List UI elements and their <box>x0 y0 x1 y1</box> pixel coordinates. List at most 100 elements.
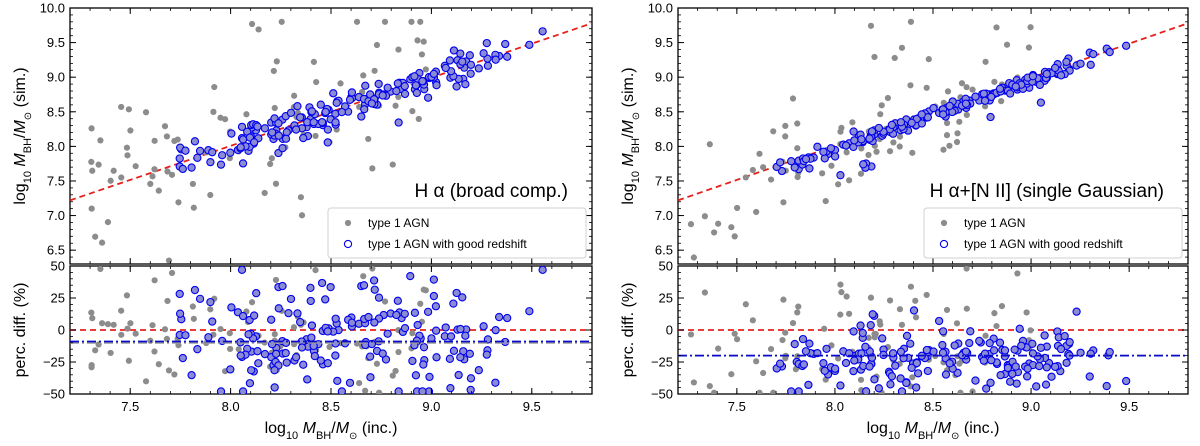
blue-diff-point <box>446 383 455 393</box>
grey-point <box>125 106 132 113</box>
grey-point <box>273 58 280 65</box>
blue-diff-point <box>912 358 921 368</box>
grey-diff-point <box>149 322 156 329</box>
blue-diff-point <box>446 332 456 341</box>
grey-diff-point <box>963 305 970 312</box>
blue-diff-point <box>441 323 450 332</box>
y-tick-label: 7.5 <box>47 173 65 188</box>
blue-point <box>296 113 305 122</box>
blue-diff-point <box>804 380 813 390</box>
blue-diff-point <box>1042 363 1051 372</box>
blue-diff-point <box>449 346 459 355</box>
blue-diff-point <box>359 281 369 290</box>
blue-diff-point <box>1011 362 1020 371</box>
legend-label-good-redshift: type 1 AGN with good redshift <box>964 237 1123 251</box>
blue-point <box>278 143 287 153</box>
blue-diff-point <box>406 271 415 281</box>
blue-point <box>865 134 874 143</box>
y-tick-label: 10.0 <box>648 1 673 16</box>
blue-point <box>374 79 383 89</box>
grey-diff-point <box>742 301 749 308</box>
grey-point <box>88 205 95 212</box>
blue-diff-point <box>326 282 335 292</box>
blue-point <box>361 81 370 90</box>
blue-diff-point <box>370 318 379 327</box>
blue-diff-point <box>856 321 865 330</box>
blue-diff-point <box>208 317 217 326</box>
grey-diff-point <box>795 303 802 310</box>
blue-diff-point <box>429 275 439 284</box>
grey-diff-point <box>835 355 842 362</box>
grey-point <box>963 84 970 91</box>
blue-diff-point <box>175 289 184 299</box>
blue-diff-point <box>907 363 916 372</box>
y-tick-label: 10.0 <box>40 1 65 16</box>
legend-marker-grey <box>940 219 948 227</box>
blue-diff-point <box>456 324 465 334</box>
grey-point <box>210 108 217 115</box>
grey-point <box>953 138 961 146</box>
grey-point <box>175 199 182 206</box>
blue-diff-point <box>254 359 263 368</box>
blue-point <box>1011 82 1020 91</box>
blue-point <box>321 107 330 117</box>
grey-diff-point <box>118 307 125 314</box>
y-tick-label: 0 <box>58 323 65 338</box>
blue-diff-point <box>466 385 475 394</box>
grey-point <box>98 239 106 246</box>
blue-diff-point <box>787 387 796 394</box>
grey-point <box>422 66 429 73</box>
grey-point <box>991 78 998 85</box>
blue-diff-point <box>383 329 392 338</box>
blue-point <box>801 154 811 164</box>
grey-point <box>871 53 878 61</box>
blue-point <box>216 160 226 169</box>
grey-diff-point <box>767 345 775 353</box>
blue-diff-point <box>1036 343 1046 352</box>
grey-diff-point <box>89 315 96 322</box>
x-tick-label: 9.0 <box>422 399 440 414</box>
grey-point <box>794 120 801 127</box>
grey-point <box>789 95 797 102</box>
grey-diff-point <box>163 335 171 343</box>
blue-diff-point <box>868 310 877 319</box>
grey-diff-point <box>896 306 904 313</box>
grey-diff-point <box>770 389 777 394</box>
blue-point <box>790 163 799 172</box>
blue-diff-point <box>923 366 933 376</box>
grey-point <box>944 88 952 95</box>
blue-point <box>986 112 995 122</box>
grey-diff-point <box>794 309 801 316</box>
blue-point <box>293 102 302 111</box>
grey-diff-point <box>362 387 369 394</box>
legend-marker-blue <box>939 239 949 249</box>
y-tick-label: 9.5 <box>47 35 65 50</box>
blue-diff-point <box>858 328 867 338</box>
blue-diff-point <box>503 313 512 323</box>
blue-diff-point <box>423 307 433 316</box>
blue-point <box>503 52 512 61</box>
blue-diff-point <box>1023 372 1032 381</box>
grey-point <box>925 56 932 63</box>
x-axis-label: log10 MBH/M⊙ (inc.) <box>265 420 398 442</box>
blue-point <box>291 125 301 134</box>
grey-diff-point <box>392 367 399 375</box>
grey-diff-point <box>360 273 367 280</box>
blue-diff-point <box>432 353 441 362</box>
grey-point <box>865 151 872 159</box>
blue-diff-point <box>364 312 373 322</box>
blue-diff-point <box>370 285 379 294</box>
x-tick-label: 7.5 <box>728 399 746 414</box>
grey-diff-point <box>956 360 963 367</box>
grey-point <box>886 148 894 155</box>
blue-point <box>218 151 227 160</box>
blue-diff-point <box>950 341 959 350</box>
blue-diff-point <box>491 325 500 335</box>
blue-point <box>357 112 366 121</box>
grey-diff-point <box>271 331 278 338</box>
blue-diff-point <box>979 356 988 365</box>
blue-diff-point <box>865 362 874 371</box>
x-tick-label: 9.0 <box>1022 399 1040 414</box>
blue-point <box>980 96 990 105</box>
blue-point <box>452 82 461 91</box>
